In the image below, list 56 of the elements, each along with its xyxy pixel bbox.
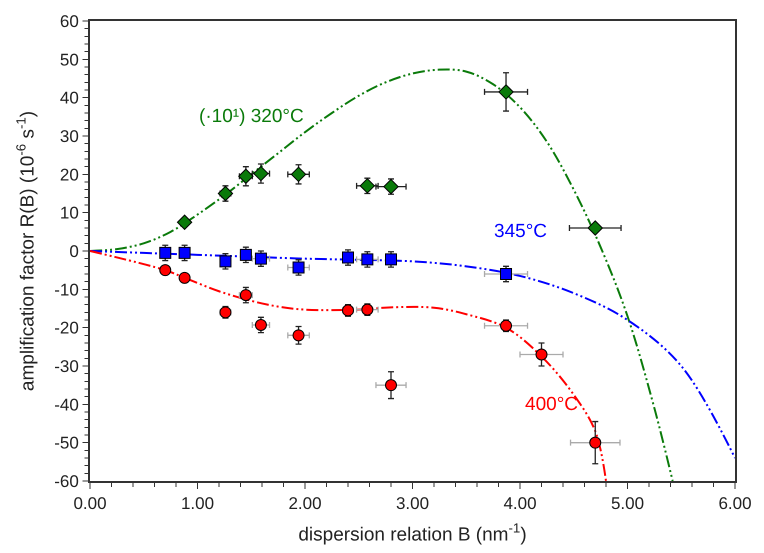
line-series — [90, 250, 607, 481]
point — [219, 255, 232, 268]
point — [253, 166, 269, 182]
point — [238, 168, 254, 184]
y-tick-label: -50 — [54, 434, 79, 453]
point — [178, 246, 191, 259]
point — [218, 186, 234, 202]
point — [176, 214, 192, 230]
point — [383, 178, 399, 194]
y-tick-label: -20 — [54, 318, 79, 338]
y-tick-label: 0 — [69, 242, 79, 261]
point — [361, 304, 374, 316]
point — [292, 261, 305, 274]
x-tick-label: 4.00 — [503, 494, 537, 514]
x-tick-label: 3.00 — [396, 494, 430, 514]
point — [254, 318, 267, 331]
point — [536, 348, 548, 360]
point — [178, 272, 191, 284]
y-tick-label: 10 — [60, 204, 79, 223]
point — [159, 246, 172, 259]
point — [219, 306, 232, 318]
point — [292, 329, 305, 342]
y-tick-label: -30 — [54, 356, 79, 376]
point — [240, 248, 252, 261]
point — [498, 84, 514, 100]
line-series — [90, 250, 735, 459]
y-tick-label: 40 — [60, 88, 79, 108]
point — [385, 379, 397, 392]
y-tick-label: 30 — [60, 126, 79, 146]
y-tick-label: 20 — [60, 165, 79, 184]
point — [254, 252, 267, 265]
y-tick-label: -40 — [54, 395, 79, 414]
point — [342, 252, 354, 264]
series-label: (·10¹) 320°C — [199, 106, 304, 127]
point — [588, 220, 603, 236]
point — [360, 178, 375, 194]
point — [361, 253, 374, 266]
x-tick-label: 2.00 — [288, 494, 322, 514]
x-tick-label: 1.00 — [180, 494, 214, 514]
x-tick-label: 5.00 — [610, 494, 644, 514]
point — [500, 320, 512, 332]
x-axis-title: dispersion relation B (nm$^{-1}$) — [298, 520, 527, 546]
point — [500, 268, 512, 280]
y-tick-label: -10 — [54, 280, 79, 300]
point — [159, 264, 172, 276]
y-tick-label: 50 — [60, 50, 79, 70]
series-label: 345°C — [494, 221, 548, 242]
point — [290, 166, 306, 182]
point — [589, 436, 602, 449]
x-tick-label: 0.00 — [73, 494, 107, 514]
series-label: 400°C — [525, 394, 578, 415]
y-tick-label: 60 — [60, 12, 79, 31]
point — [240, 289, 252, 302]
point — [385, 253, 397, 266]
y-tick-label: -60 — [54, 472, 79, 491]
x-tick-label: 6.00 — [718, 494, 752, 514]
